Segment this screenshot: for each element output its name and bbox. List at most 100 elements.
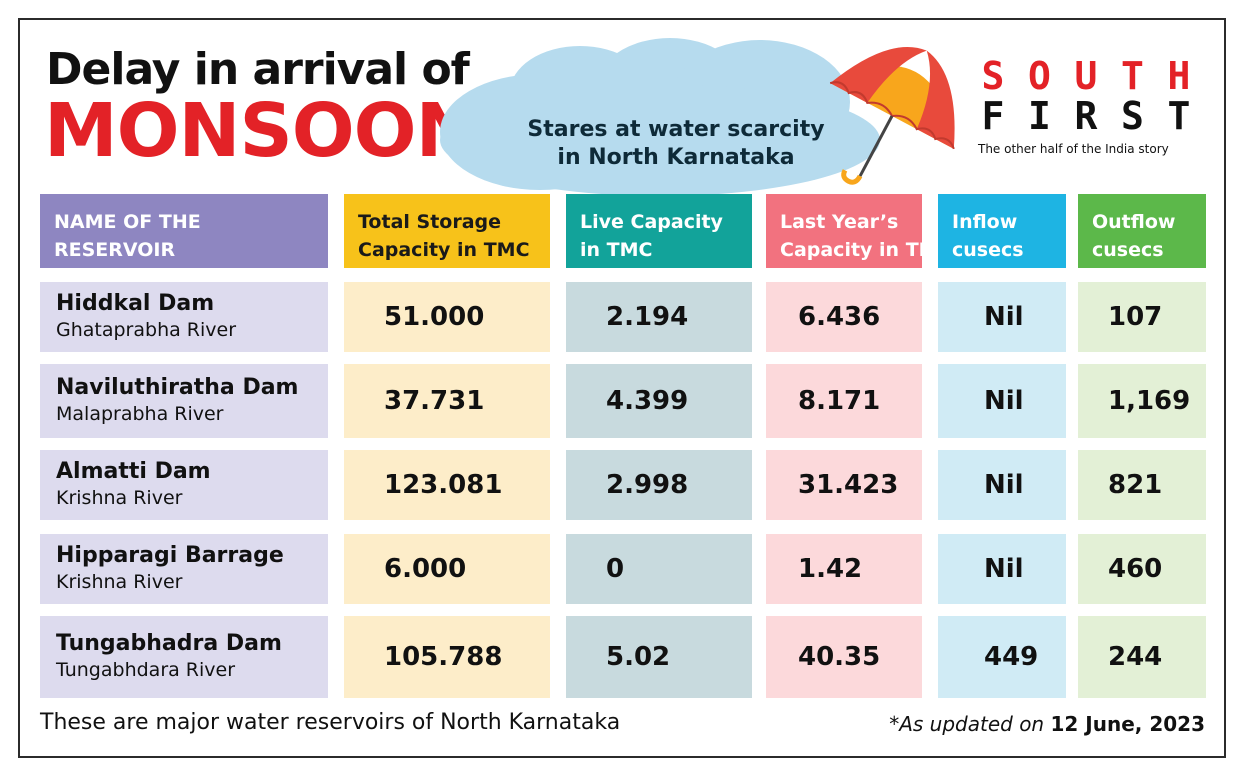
value-cell-outflow: 107 — [1078, 282, 1206, 352]
cell-value: Nil — [984, 386, 1024, 416]
reservoir-name-cell: Hipparagi Barrage Krishna River — [40, 534, 328, 604]
value-cell-inflow: 449 — [938, 616, 1066, 698]
value-cell-outflow: 460 — [1078, 534, 1206, 604]
logo-tagline: The other half of the India story — [978, 142, 1169, 156]
logo-letter: H — [1167, 54, 1191, 98]
cell-value: 107 — [1108, 302, 1163, 332]
value-cell-total: 37.731 — [344, 364, 550, 438]
cell-value: 460 — [1108, 554, 1163, 584]
column-header-line: Live Capacity — [580, 211, 723, 233]
value-cell-last-year: 31.423 — [766, 450, 922, 520]
column-header-outflow: Outflow cusecs — [1078, 194, 1206, 268]
value-cell-last-year: 6.436 — [766, 282, 922, 352]
reservoir-river: Ghataprabha River — [56, 319, 237, 341]
reservoir-name: Naviluthiratha Dam — [56, 375, 299, 400]
value-cell-live: 0 — [566, 534, 752, 604]
subtitle-line-1: Stares at water scarcity — [527, 117, 825, 142]
value-cell-live: 2.194 — [566, 282, 752, 352]
value-cell-inflow: Nil — [938, 364, 1066, 438]
column-header-line: Outflow — [1092, 211, 1176, 233]
cell-value: 37.731 — [384, 386, 485, 416]
logo-row-south: S O U T H — [978, 56, 1194, 96]
value-cell-last-year: 40.35 — [766, 616, 922, 698]
value-cell-last-year: 8.171 — [766, 364, 922, 438]
cell-value: 51.000 — [384, 302, 485, 332]
cell-value: 449 — [984, 642, 1039, 672]
subtitle-line-2: in North Karnataka — [557, 145, 795, 170]
logo-letter: I — [1028, 94, 1051, 138]
cell-value: 40.35 — [798, 642, 881, 672]
value-cell-live: 4.399 — [566, 364, 752, 438]
value-cell-outflow: 1,169 — [1078, 364, 1206, 438]
updated-date: 12 June, 2023 — [1050, 712, 1205, 736]
column-header-line: Last Year’s — [780, 211, 899, 233]
logo-letter: S — [981, 54, 1005, 98]
reservoir-name-cell: Naviluthiratha Dam Malaprabha River — [40, 364, 328, 438]
title-line-2: MONSOON — [44, 88, 478, 174]
infographic-frame — [18, 18, 1226, 758]
logo-letter: U — [1074, 54, 1098, 98]
value-cell-live: 5.02 — [566, 616, 752, 698]
updated-prefix: *As updated on — [889, 712, 1045, 736]
cell-value: 6.436 — [798, 302, 881, 332]
reservoir-river: Tungabhdara River — [56, 659, 236, 681]
value-cell-total: 51.000 — [344, 282, 550, 352]
value-cell-live: 2.998 — [566, 450, 752, 520]
cell-value: 2.194 — [606, 302, 689, 332]
value-cell-last-year: 1.42 — [766, 534, 922, 604]
value-cell-outflow: 244 — [1078, 616, 1206, 698]
value-cell-total: 105.788 — [344, 616, 550, 698]
logo-letter: T — [1167, 94, 1191, 138]
cell-value: 123.081 — [384, 470, 503, 500]
reservoir-name-cell: Hiddkal Dam Ghataprabha River — [40, 282, 328, 352]
updated-note: *As updated on 12 June, 2023 — [889, 712, 1205, 736]
cell-value: Nil — [984, 554, 1024, 584]
value-cell-total: 123.081 — [344, 450, 550, 520]
reservoir-name-cell: Tungabhadra Dam Tungabhdara River — [40, 616, 328, 698]
column-header-total: Total Storage Capacity in TMC — [344, 194, 550, 268]
cell-value: Nil — [984, 302, 1024, 332]
cloud-icon — [440, 38, 880, 196]
cell-value: 2.998 — [606, 470, 689, 500]
column-header-line: cusecs — [952, 239, 1024, 261]
column-header-live: Live Capacity in TMC — [566, 194, 752, 268]
cell-value: 0 — [606, 554, 625, 584]
reservoir-river: Krishna River — [56, 571, 183, 593]
cell-value: 105.788 — [384, 642, 503, 672]
cell-value: 6.000 — [384, 554, 467, 584]
logo-letter: S — [1121, 94, 1144, 138]
cell-value: 821 — [1108, 470, 1163, 500]
column-header-line: RESERVOIR — [54, 239, 176, 261]
column-header-inflow: Inflow cusecs — [938, 194, 1066, 268]
column-header-line: Capacity in TMC — [358, 239, 530, 261]
cell-value: 5.02 — [606, 642, 671, 672]
column-header-line: Capacity in TMC — [780, 239, 952, 261]
subtitle: Stares at water scarcity in North Karnat… — [486, 116, 866, 172]
cell-value: 1,169 — [1108, 386, 1191, 416]
value-cell-inflow: Nil — [938, 450, 1066, 520]
value-cell-inflow: Nil — [938, 534, 1066, 604]
value-cell-total: 6.000 — [344, 534, 550, 604]
cell-value: 31.423 — [798, 470, 899, 500]
column-header-line: Total Storage — [358, 211, 502, 233]
cell-value: Nil — [984, 470, 1024, 500]
cell-value: 1.42 — [798, 554, 863, 584]
column-header-line: cusecs — [1092, 239, 1164, 261]
cell-value: 4.399 — [606, 386, 689, 416]
south-first-logo: S O U T H F I R S T The other half of th… — [978, 56, 1208, 156]
reservoir-river: Krishna River — [56, 487, 183, 509]
column-header-last-year: Last Year’s Capacity in TMC — [766, 194, 952, 268]
footnote: These are major water reservoirs of Nort… — [40, 710, 621, 735]
umbrella-icon — [829, 47, 955, 185]
cell-value: 244 — [1108, 642, 1163, 672]
reservoir-name-cell: Almatti Dam Krishna River — [40, 450, 328, 520]
column-header-name: NAME OF THE RESERVOIR — [40, 194, 328, 268]
logo-row-first: F I R S T — [978, 96, 1194, 136]
value-cell-outflow: 821 — [1078, 450, 1206, 520]
logo-letter: T — [1121, 54, 1144, 98]
column-header-line: in TMC — [580, 239, 653, 261]
value-cell-inflow: Nil — [938, 282, 1066, 352]
logo-letter: F — [981, 94, 1005, 138]
reservoir-name: Hiddkal Dam — [56, 291, 215, 316]
reservoir-name: Hipparagi Barrage — [56, 543, 284, 568]
